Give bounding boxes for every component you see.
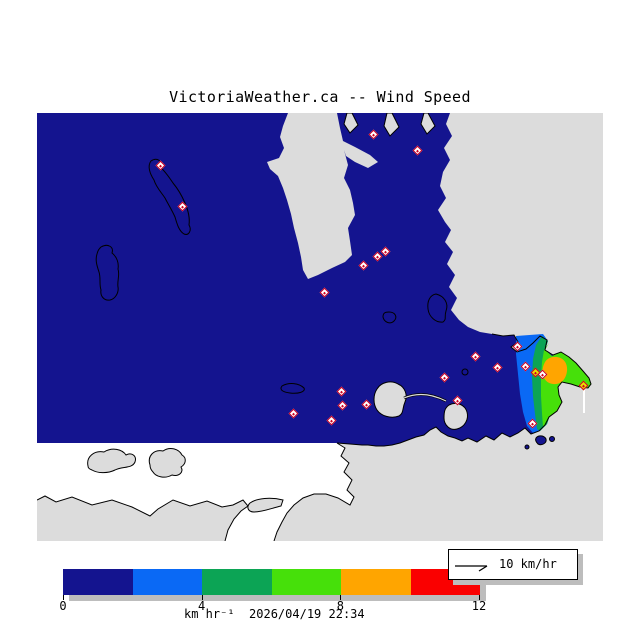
colorbar-segment-0-2 [63,569,133,595]
sooke-land-blobs [87,447,284,513]
harbours [373,381,468,430]
wind-barb-icon [455,565,488,572]
band-8-10 [542,356,568,385]
colorbar-tick-label: 8 [336,599,344,613]
page-title: VictoriaWeather.ca -- Wind Speed [169,88,471,106]
east-coastline [336,333,592,447]
wind-barb-staff [583,389,585,413]
south-coastline [37,442,355,541]
colorbar-segment-8-10 [341,569,411,595]
inlet-gray-wedge [267,113,378,279]
islets [524,435,555,450]
colorbar-caption: km hr⁻¹ 2026/04/19 22:34 [184,607,365,621]
colorbar-tick [63,595,64,600]
wind-barb-label: 10 km/hr [499,557,557,571]
wind-speed-map [37,113,603,541]
colorbar-tick [201,595,203,600]
colorbar-segment-2-4 [132,569,202,595]
colorbar-segment-6-8 [271,569,341,595]
colorbar [63,569,480,595]
map-canvas [37,113,603,541]
colorbar-timestamp: 2026/04/19 22:34 [249,607,365,621]
colorbar-segment-4-6 [202,569,272,595]
colorbar-tick [479,595,480,600]
colorbar-tick [340,595,342,600]
lake-outlines [280,293,469,394]
island-outlines [95,158,191,301]
wind-field-navy [37,113,591,446]
caption-gap [235,607,249,621]
wind-barb-legend: 10 km/hr [448,549,578,580]
colorbar-units: km hr⁻¹ [184,607,235,621]
colorbar-tick-label: 12 [471,599,487,613]
colorbar-tick-label: 0 [59,599,67,613]
north-shore-bays [343,113,436,137]
colorbar-tick-label: 4 [198,599,206,613]
